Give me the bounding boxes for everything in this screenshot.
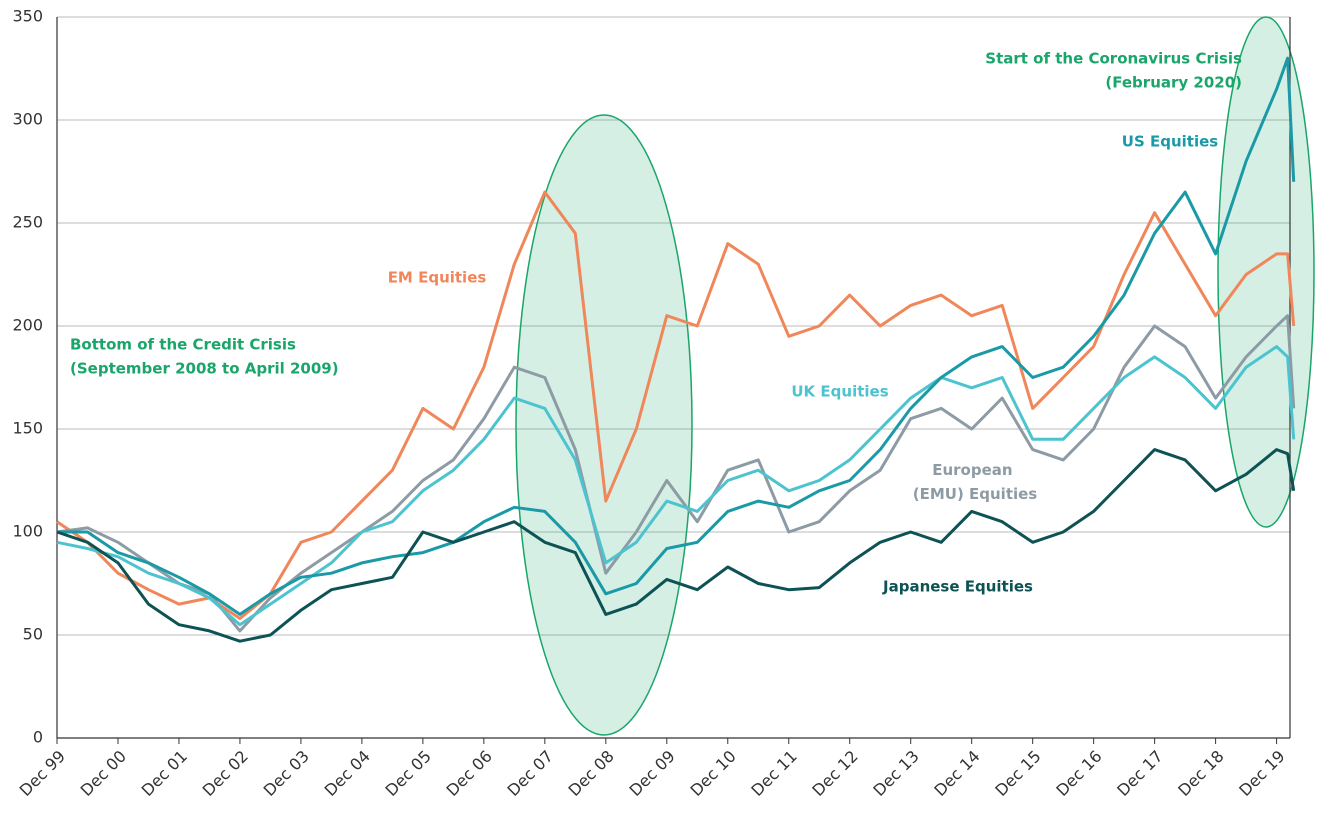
series-line bbox=[57, 56, 1296, 616]
x-tick-label: Dec 11 bbox=[747, 747, 800, 800]
x-tick-label: Dec 19 bbox=[1235, 747, 1288, 800]
y-tick-label: 200 bbox=[12, 316, 43, 335]
coronavirus-highlight bbox=[1217, 16, 1315, 528]
x-tick-label: Dec 16 bbox=[1052, 747, 1105, 800]
x-tick-label: Dec 13 bbox=[869, 747, 922, 800]
series-label: UK Equities bbox=[791, 383, 888, 401]
x-tick-label: Dec 99 bbox=[16, 747, 69, 800]
x-tick-label: Dec 17 bbox=[1113, 747, 1166, 800]
series-line bbox=[56, 314, 1296, 633]
x-tick-label: Dec 01 bbox=[138, 747, 191, 800]
x-tick-label: Dec 10 bbox=[686, 747, 739, 800]
y-tick-label: 50 bbox=[23, 625, 43, 644]
annotation: Start of the Coronavirus Crisis bbox=[985, 50, 1242, 68]
y-tick-label: 150 bbox=[12, 419, 43, 438]
x-tick-label: Dec 08 bbox=[565, 747, 618, 800]
annotation: Bottom of the Credit Crisis bbox=[70, 336, 296, 354]
series-label: Japanese Equities bbox=[882, 578, 1033, 596]
series-line bbox=[56, 345, 1296, 627]
x-tick-label: Dec 06 bbox=[443, 747, 496, 800]
x-tick-label: Dec 12 bbox=[808, 747, 861, 800]
x-tick-label: Dec 07 bbox=[504, 747, 557, 800]
credit-crisis-highlight bbox=[515, 114, 693, 736]
series-label-line: European bbox=[932, 461, 1018, 479]
y-tick-label: 100 bbox=[12, 522, 43, 541]
series-label-line: (EMU) Equities bbox=[913, 485, 1038, 503]
x-tick-label: Dec 18 bbox=[1174, 747, 1227, 800]
y-tick-label: 250 bbox=[12, 213, 43, 232]
series-label: EM Equities bbox=[388, 269, 487, 287]
x-tick-label: Dec 03 bbox=[260, 747, 313, 800]
x-tick-label: Dec 09 bbox=[625, 747, 678, 800]
x-tick-label: Dec 04 bbox=[321, 747, 374, 800]
x-tick-label: Dec 05 bbox=[382, 747, 435, 800]
series-label: US Equities bbox=[1122, 133, 1218, 151]
series-line bbox=[56, 448, 1296, 643]
y-tick-label: 350 bbox=[12, 7, 43, 26]
x-tick-label: Dec 14 bbox=[930, 747, 983, 800]
x-tick-label: Dec 02 bbox=[199, 747, 252, 800]
y-tick-label: 0 bbox=[33, 728, 43, 747]
annotation: (February 2020) bbox=[1105, 74, 1242, 92]
annotation: (September 2008 to April 2009) bbox=[70, 360, 339, 378]
series-label: European (EMU) Equities bbox=[913, 461, 1038, 503]
x-tick-label: Dec 00 bbox=[77, 747, 130, 800]
y-tick-label: 300 bbox=[12, 110, 43, 129]
x-tick-label: Dec 15 bbox=[991, 747, 1044, 800]
